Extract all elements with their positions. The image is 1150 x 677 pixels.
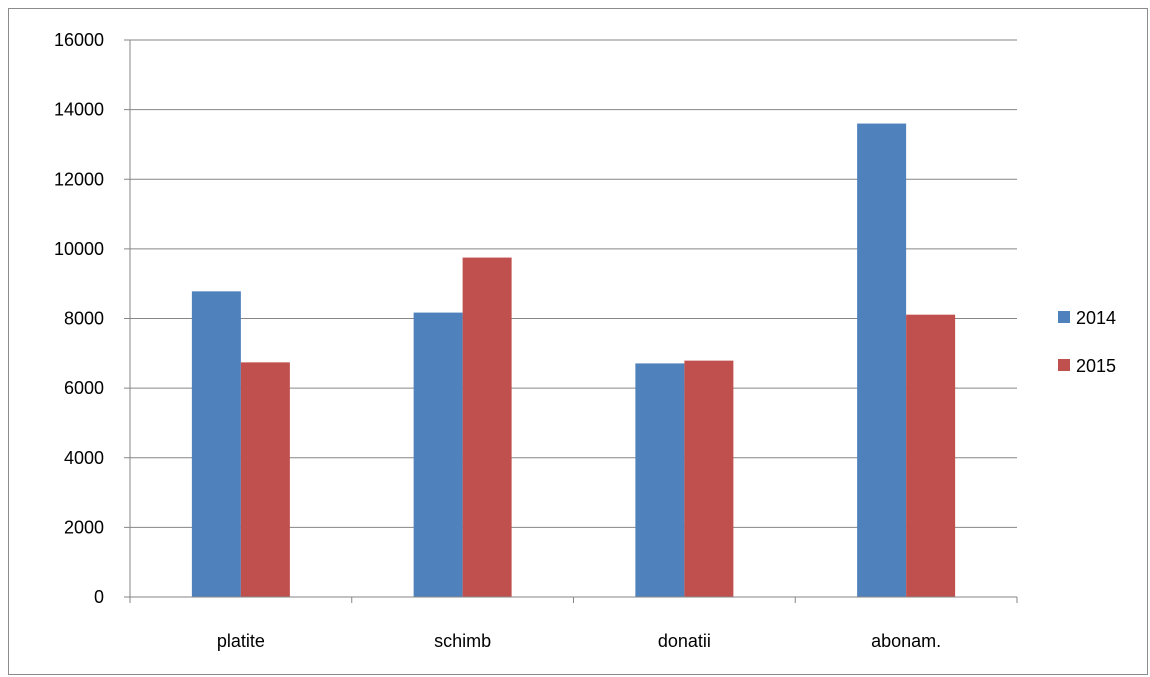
x-tick-label-donatii: donatii xyxy=(658,631,711,651)
x-tick-label-platite: platite xyxy=(217,631,265,651)
x-tick-label-schimb: schimb xyxy=(434,631,491,651)
y-tick-label-2000: 2000 xyxy=(64,517,104,537)
y-tick-label-4000: 4000 xyxy=(64,448,104,468)
bar-schimb-2015 xyxy=(462,257,512,597)
bars xyxy=(191,123,956,598)
y-tick-label-14000: 14000 xyxy=(54,100,104,120)
legend-swatch-2014 xyxy=(1058,311,1070,323)
bar-abonam-2014 xyxy=(857,123,907,598)
bar-donatii-2014 xyxy=(635,363,685,597)
y-tick-label-8000: 8000 xyxy=(64,309,104,329)
y-tick-label-6000: 6000 xyxy=(64,378,104,398)
y-axis-tick-labels: 0 2000 4000 6000 8000 10000 12000 14000 16000 xyxy=(54,30,104,607)
legend-swatch-2015 xyxy=(1058,359,1070,371)
legend-label-2015: 2015 xyxy=(1076,356,1116,376)
bar-donatii-2015 xyxy=(684,360,734,597)
legend: 2014 2015 xyxy=(1058,308,1116,376)
y-tick-label-12000: 12000 xyxy=(54,169,104,189)
bar-abonam-2015 xyxy=(906,314,956,597)
x-tick-label-abonam: abonam. xyxy=(871,631,941,651)
bar-platite-2014 xyxy=(191,291,241,597)
y-tick-label-16000: 16000 xyxy=(54,30,104,50)
y-tick-label-10000: 10000 xyxy=(54,239,104,259)
bar-platite-2015 xyxy=(240,362,290,597)
x-axis-tick-labels: platite schimb donatii abonam. xyxy=(217,631,941,651)
y-tick-label-0: 0 xyxy=(94,587,104,607)
bar-schimb-2014 xyxy=(413,312,463,597)
legend-label-2014: 2014 xyxy=(1076,308,1116,328)
axes xyxy=(124,39,1018,603)
